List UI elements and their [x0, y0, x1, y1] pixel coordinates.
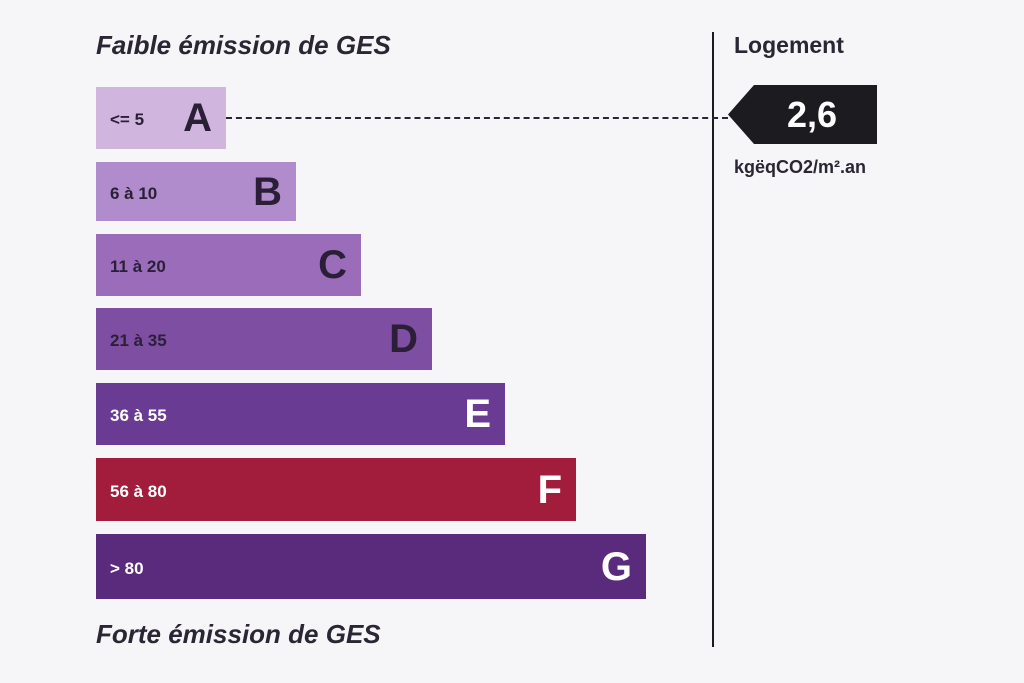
- rating-range-label: 6 à 10: [110, 183, 158, 203]
- high-emission-heading: Forte émission de GES: [96, 619, 381, 649]
- rating-bar-c: 11 à 20 C: [96, 234, 361, 296]
- rating-range-label: 11 à 20: [110, 257, 166, 276]
- rating-range-label: 36 à 55: [110, 406, 167, 425]
- logement-title: Logement: [734, 32, 844, 58]
- value-text: 2,6: [786, 94, 838, 135]
- rating-letter: A: [183, 96, 212, 140]
- rating-bar-g: > 80 G: [96, 534, 646, 599]
- arrow-tag-icon: [728, 85, 877, 144]
- rating-letter: B: [253, 169, 282, 214]
- rating-range-label: 56 à 80: [110, 481, 167, 501]
- rating-letter: C: [318, 243, 347, 287]
- rating-range-label: > 80: [110, 558, 144, 578]
- rating-range-label: 21 à 35: [110, 331, 167, 350]
- marker-dashed-line: [226, 117, 728, 119]
- rating-bar-e: 36 à 55 E: [96, 383, 505, 445]
- rating-letter: D: [389, 317, 418, 361]
- rating-bar-d: 21 à 35 D: [96, 308, 432, 370]
- value-arrow-badge: 2,6: [728, 85, 877, 144]
- rating-bar-a: <= 5 A: [96, 87, 226, 149]
- rating-letter: F: [537, 467, 562, 512]
- rating-letter: E: [464, 392, 491, 436]
- rating-bar-b: 6 à 10 B: [96, 162, 296, 221]
- low-emission-heading: Faible émission de GES: [96, 30, 391, 60]
- unit-text: kgëqCO2/m².an: [734, 157, 867, 177]
- rating-range-label: <= 5: [110, 110, 145, 129]
- panel-divider: [712, 32, 714, 647]
- rating-bar-f: 56 à 80 F: [96, 458, 576, 521]
- rating-letter: G: [600, 544, 632, 589]
